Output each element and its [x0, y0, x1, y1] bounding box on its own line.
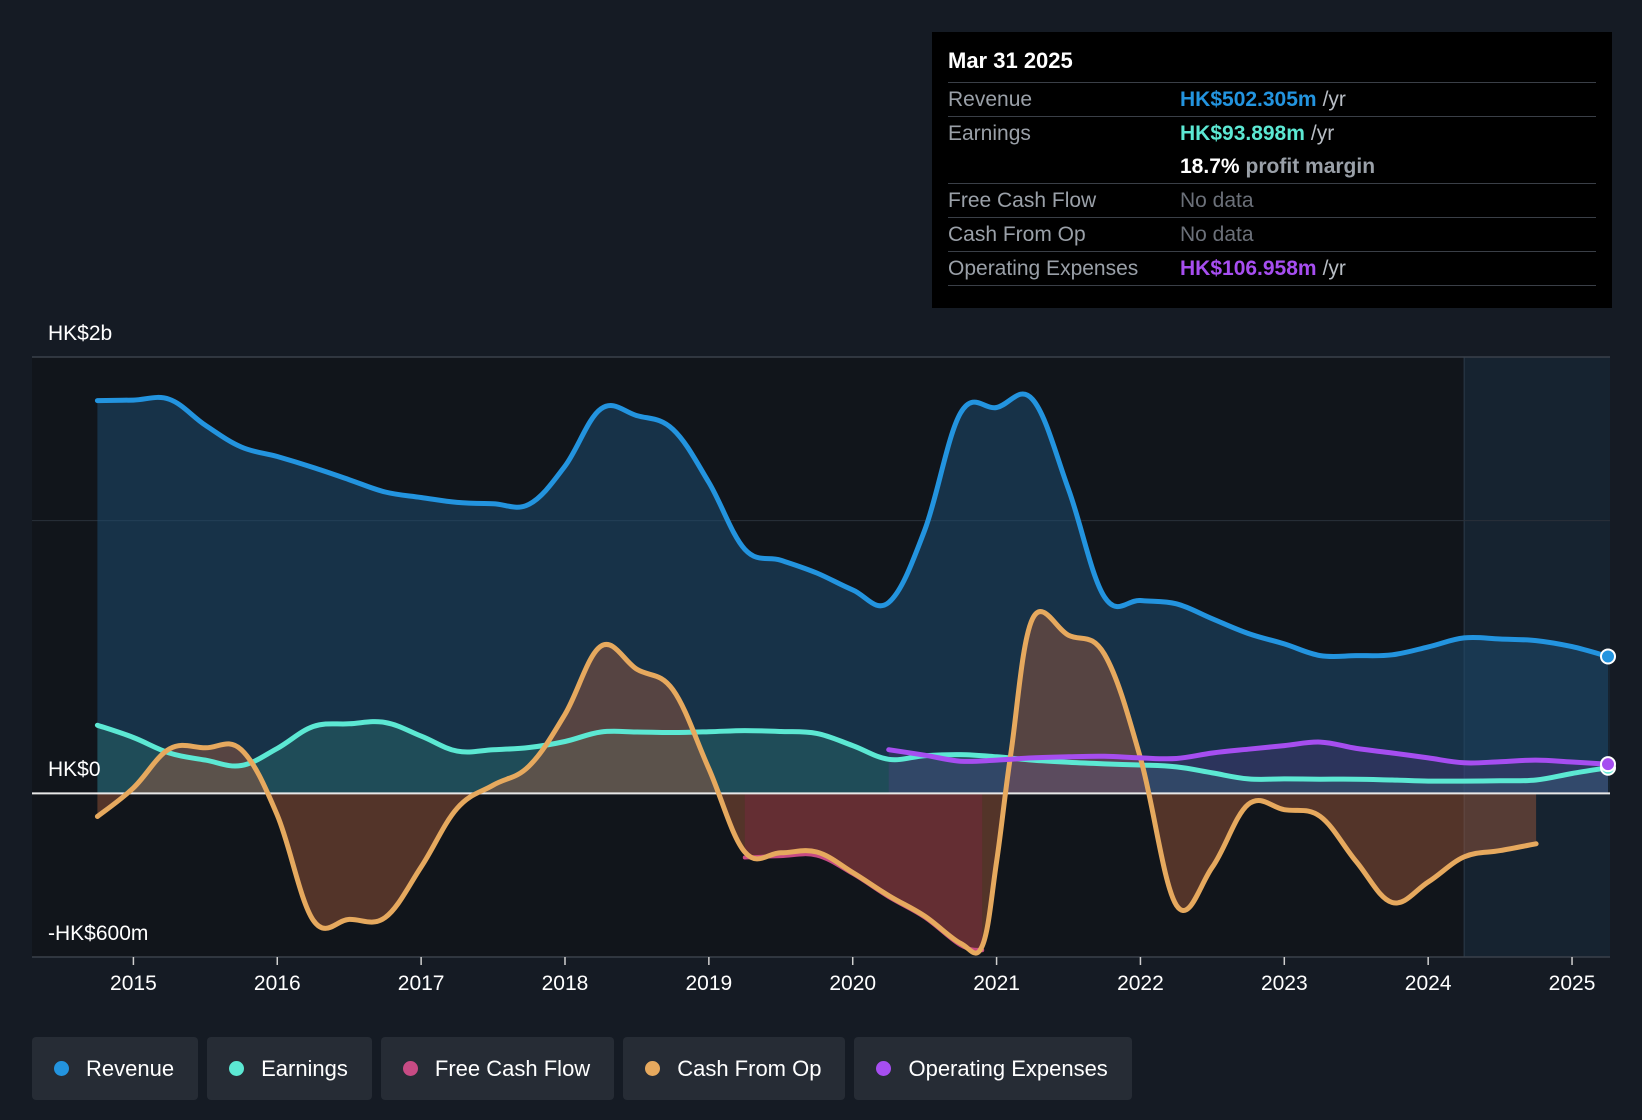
tooltip-opex-value: HK$106.958m — [1180, 256, 1317, 280]
tooltip-opex-label: Operating Expenses — [948, 256, 1139, 280]
legend-item-revenue[interactable]: Revenue — [32, 1037, 199, 1100]
opex-end-marker[interactable] — [1600, 756, 1616, 773]
tooltip-row-fcf: Free Cash Flow No data — [948, 183, 1596, 217]
tooltip-earnings-label: Earnings — [948, 121, 1031, 145]
end-markers — [1600, 648, 1616, 776]
legend-item-earnings[interactable]: Earnings — [207, 1037, 372, 1100]
revenue-area — [97, 393, 1608, 794]
tooltip-fcf-label: Free Cash Flow — [948, 188, 1097, 212]
x-axis-ticks: 2015 2016 2017 2018 2019 2020 2021 2022 2023 2024… — [110, 957, 1595, 995]
series-areas — [97, 393, 1608, 954]
tooltip-row-revenue: Revenue HK$502.305m /yr — [948, 82, 1596, 116]
tooltip-margin-text: profit margin — [1245, 154, 1376, 178]
x-tick-label-2024: 2024 — [1405, 972, 1452, 995]
x-tick-label-2018: 2018 — [542, 972, 589, 995]
fcf-dot-icon — [402, 1061, 418, 1076]
opex-line — [886, 739, 1611, 767]
x-tick-label-2015: 2015 — [110, 972, 157, 995]
x-tick-label-2022: 2022 — [1117, 972, 1164, 995]
tooltip-earnings-unit: /yr — [1310, 121, 1335, 145]
cfo-line — [94, 609, 1539, 956]
earnings-line — [94, 719, 1611, 784]
x-tick-label-2025: 2025 — [1549, 972, 1596, 995]
y-label-bottom: -HK$600m — [48, 922, 148, 945]
legend: Revenue Earnings Free Cash Flow Cash Fro… — [32, 1037, 1141, 1100]
legend-opex-label: Operating Expenses — [908, 1055, 1108, 1081]
x-tick-label-2021: 2021 — [973, 972, 1020, 995]
tooltip-row-cfo: Cash From Op No data — [948, 217, 1596, 251]
tooltip-cfo-value: No data — [1180, 222, 1254, 246]
tooltip-row-opex: Operating Expenses HK$106.958m /yr — [948, 251, 1596, 286]
tooltip-earnings-value: HK$93.898m — [1180, 121, 1305, 145]
tooltip-row-margin: 18.7% profit margin — [948, 150, 1596, 183]
earnings-dot-icon — [229, 1061, 245, 1076]
revenue-dot-icon — [54, 1061, 69, 1076]
y-label-zero: HK$0 — [48, 758, 101, 781]
x-tick-label-2020: 2020 — [829, 972, 876, 995]
tooltip-revenue-label: Revenue — [948, 87, 1033, 111]
revenue-line — [94, 391, 1611, 660]
y-label-top: HK$2b — [48, 322, 112, 345]
legend-item-cfo[interactable]: Cash From Op — [623, 1037, 846, 1100]
cfo-dot-icon — [645, 1061, 661, 1076]
x-tick-label-2016: 2016 — [254, 972, 301, 995]
tooltip-row-earnings: Earnings HK$93.898m /yr — [948, 116, 1596, 150]
fcf-area — [744, 793, 983, 951]
tooltip-fcf-value: No data — [1180, 188, 1254, 212]
tooltip-revenue-value: HK$502.305m — [1180, 87, 1317, 111]
x-tick-label-2017: 2017 — [398, 972, 445, 995]
series-lines — [94, 391, 1611, 956]
legend-cfo-label: Cash From Op — [677, 1055, 822, 1081]
tooltip-revenue-unit: /yr — [1322, 87, 1346, 111]
tooltip-date: Mar 31 2025 — [948, 48, 1073, 73]
legend-item-fcf[interactable]: Free Cash Flow — [380, 1037, 615, 1100]
legend-item-opex[interactable]: Operating Expenses — [854, 1037, 1132, 1100]
legend-earnings-label: Earnings — [261, 1055, 348, 1081]
cfo-area — [97, 611, 1537, 954]
opex-dot-icon — [876, 1061, 892, 1076]
x-tick-label-2019: 2019 — [685, 972, 732, 995]
tooltip-opex-unit: /yr — [1322, 256, 1346, 280]
legend-fcf-label: Free Cash Flow — [434, 1055, 591, 1081]
data-tooltip: Mar 31 2025 Revenue HK$502.305m /yr Earn… — [932, 32, 1612, 308]
x-tick-label-2023: 2023 — [1261, 972, 1308, 995]
revenue-end-marker[interactable] — [1600, 648, 1616, 665]
earnings-area — [97, 721, 1608, 794]
legend-revenue-label: Revenue — [86, 1055, 175, 1081]
tooltip-cfo-label: Cash From Op — [948, 222, 1086, 246]
tooltip-margin-value: 18.7% — [1180, 154, 1240, 178]
